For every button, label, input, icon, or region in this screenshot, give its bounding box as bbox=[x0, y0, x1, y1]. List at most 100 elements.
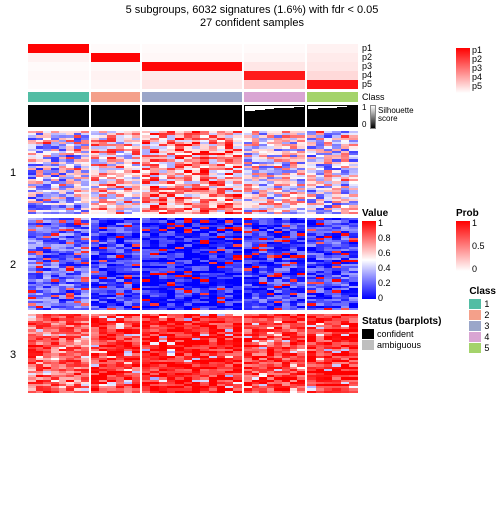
heatmap-cell bbox=[124, 308, 132, 310]
heatmap-cell bbox=[267, 212, 275, 214]
prob-cell bbox=[28, 44, 89, 53]
prob-cell bbox=[91, 44, 140, 53]
prob-cell bbox=[91, 71, 140, 80]
heatmap-cell bbox=[66, 212, 74, 214]
heatmap-cell bbox=[290, 308, 298, 310]
heatmap-cell bbox=[209, 308, 217, 310]
class-bar bbox=[28, 92, 358, 102]
silhouette-bar-item bbox=[284, 108, 294, 126]
heatmap-cell bbox=[159, 308, 167, 310]
heatmap-cell bbox=[36, 308, 44, 310]
section-label: 2 bbox=[10, 259, 16, 271]
heatmap-cell bbox=[259, 308, 267, 310]
silhouette-bar-item bbox=[165, 106, 176, 126]
prob-cell bbox=[91, 80, 140, 89]
heatmap-cell bbox=[324, 308, 332, 310]
heatmap-group bbox=[307, 308, 358, 310]
heatmap-cell bbox=[244, 212, 252, 214]
silhouette-bar-item bbox=[143, 106, 154, 126]
heatmap-cell bbox=[36, 212, 44, 214]
prob-cell bbox=[142, 71, 242, 80]
silhouette-bar-item bbox=[49, 106, 59, 126]
silhouette-bar-item bbox=[111, 106, 120, 126]
heatmap-cell bbox=[307, 308, 315, 310]
heatmap-cell bbox=[349, 308, 357, 310]
heatmap-cell bbox=[259, 212, 267, 214]
silhouette-bar bbox=[28, 105, 358, 127]
heatmap-group bbox=[244, 212, 305, 214]
prob-row bbox=[28, 62, 358, 71]
prob-cell bbox=[91, 53, 140, 62]
silhouette-bar-item bbox=[265, 109, 275, 126]
heatmap-cell bbox=[341, 308, 349, 310]
silhouette-bar-item bbox=[294, 107, 304, 126]
prob-cell bbox=[28, 80, 89, 89]
silhouette-bar-item bbox=[197, 106, 208, 126]
heatmap-cell bbox=[167, 308, 175, 310]
prob-cell bbox=[307, 44, 358, 53]
class-cell bbox=[28, 92, 89, 102]
silhouette-group bbox=[244, 105, 305, 127]
heatmap-cell bbox=[233, 308, 241, 310]
silhouette-bar-item bbox=[176, 106, 187, 126]
prob-row bbox=[28, 80, 358, 89]
silhouette-bar-item bbox=[68, 106, 78, 126]
heatmap-cell bbox=[99, 308, 107, 310]
heatmap-cell bbox=[59, 308, 67, 310]
heatmap-cell bbox=[341, 212, 349, 214]
heatmap-group bbox=[244, 308, 305, 310]
prob-cell bbox=[28, 62, 89, 71]
heatmap-group bbox=[28, 308, 89, 310]
heatmap-cell bbox=[332, 212, 340, 214]
silhouette-bar-item bbox=[187, 106, 198, 126]
heatmap-cell bbox=[124, 212, 132, 214]
heatmap-group bbox=[142, 212, 242, 214]
heatmap-cell bbox=[116, 308, 124, 310]
heatmap-cell bbox=[274, 308, 282, 310]
heatmap-cell bbox=[332, 308, 340, 310]
silhouette-bar-item bbox=[78, 106, 88, 126]
silhouette-bar-item bbox=[102, 106, 111, 126]
heatmap-cell bbox=[74, 212, 82, 214]
prob-cell bbox=[307, 53, 358, 62]
heatmap-cell bbox=[99, 212, 107, 214]
heatmap-cell bbox=[51, 212, 59, 214]
heatmap-cell bbox=[81, 308, 89, 310]
heatmap-cell bbox=[252, 308, 260, 310]
heatmap-cell bbox=[142, 212, 150, 214]
heatmap-group bbox=[91, 212, 140, 214]
heatmap-cell bbox=[192, 308, 200, 310]
heatmap-cell bbox=[316, 308, 324, 310]
silhouette-bar-item bbox=[318, 108, 328, 126]
prob-cell bbox=[307, 71, 358, 80]
main-panel: 123 bbox=[28, 44, 358, 397]
section-label: 1 bbox=[10, 167, 16, 179]
silhouette-bar-item bbox=[130, 106, 139, 126]
prob-row bbox=[28, 71, 358, 80]
silhouette-bar-item bbox=[39, 106, 49, 126]
heatmap-cell bbox=[192, 212, 200, 214]
title-line2: 27 confident samples bbox=[0, 17, 504, 29]
heatmap-cell bbox=[316, 212, 324, 214]
silhouette-bar-item bbox=[120, 106, 129, 126]
heatmap-cell bbox=[28, 212, 36, 214]
prob-cell bbox=[244, 53, 305, 62]
heatmap-section bbox=[28, 314, 358, 393]
heatmap-section bbox=[28, 131, 358, 214]
class-cell bbox=[307, 92, 358, 102]
heatmap-group bbox=[142, 308, 242, 310]
heatmap-cell bbox=[107, 308, 115, 310]
heatmap-cell bbox=[150, 212, 158, 214]
prob-cell bbox=[28, 71, 89, 80]
class-cell bbox=[142, 92, 242, 102]
silhouette-bar-item bbox=[337, 107, 347, 126]
silhouette-bar-item bbox=[255, 110, 265, 126]
heatmap-cell bbox=[200, 308, 208, 310]
heatmap-cell bbox=[282, 308, 290, 310]
heatmap-cell bbox=[297, 212, 305, 214]
silhouette-bar-item bbox=[230, 106, 241, 126]
heatmap-row bbox=[28, 308, 358, 310]
heatmap-cell bbox=[167, 212, 175, 214]
heatmap-group bbox=[307, 212, 358, 214]
class-cell bbox=[244, 92, 305, 102]
